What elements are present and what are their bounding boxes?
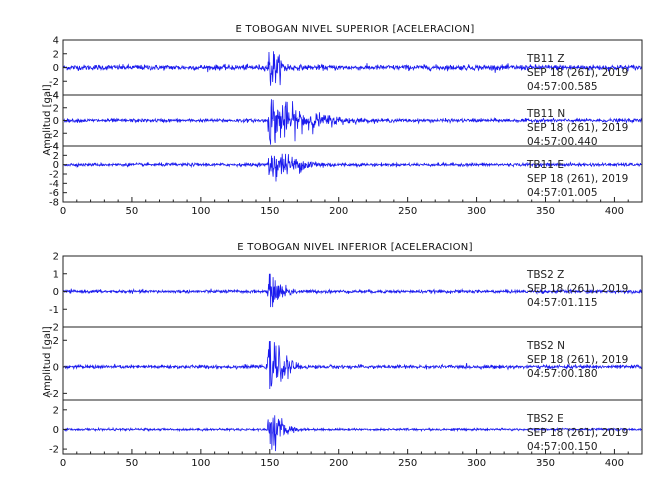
station-label: TB11 Z (526, 53, 565, 65)
date-label: SEP 18 (261), 2019 (527, 122, 628, 134)
station-label: TBS2 Z (526, 269, 564, 281)
y-axis-label-lower: Amplitud [gal] (42, 326, 53, 397)
y-tick-label: 2 (53, 103, 59, 114)
x-tick-label: 250 (398, 458, 417, 469)
x-tick-label: 200 (329, 206, 348, 217)
x-tick-label: 300 (467, 458, 486, 469)
y-tick-label: -4 (49, 142, 59, 153)
x-tick-label: 150 (260, 458, 279, 469)
x-tick-label: 400 (605, 206, 624, 217)
station-label: TB11 N (526, 108, 565, 120)
time-label: 04:57:00.440 (527, 136, 598, 148)
x-tick-label: 0 (60, 458, 66, 469)
y-tick-label: -2 (49, 170, 59, 181)
x-tick-label: 0 (60, 206, 66, 217)
y-tick-label: 2 (53, 49, 59, 60)
y-tick-label: 1 (53, 269, 59, 280)
y-tick-label: 0 (53, 160, 59, 171)
y-tick-label: 2 (53, 336, 59, 347)
y-tick-label: 0 (53, 362, 59, 373)
time-label: 04:57:00.585 (527, 81, 598, 93)
x-tick-label: 100 (191, 206, 210, 217)
y-tick-label: 0 (53, 63, 59, 74)
y-tick-label: -6 (49, 188, 59, 199)
station-label: TBS2 N (526, 340, 565, 352)
y-tick-label: -2 (49, 389, 59, 400)
y-tick-label: -2 (49, 129, 59, 140)
date-label: SEP 18 (261), 2019 (527, 283, 628, 295)
y-tick-label: -2 (49, 77, 59, 88)
chart-title-lower: E TOBOGAN NIVEL INFERIOR [ACELERACION] (237, 242, 473, 253)
time-label: 04:57:01.005 (527, 187, 598, 199)
series-trace-tb11-n (62, 99, 643, 145)
station-label: TB11 E (526, 159, 564, 171)
x-axis-upper: 0 50 100 150 200 250 300 350 400 (60, 197, 643, 217)
x-tick-label: 100 (191, 458, 210, 469)
y-tick-label: 0 (53, 116, 59, 127)
y-tick-label: -4 (49, 179, 59, 190)
panels-lower: 2 1 0 -1 -2 TBS2 Z SEP 18 (261), 2019 04:57:01.… (49, 252, 643, 456)
x-axis-lower: 0 50 100 150 200 250 300 350 400 (60, 449, 643, 469)
x-tick-label: 150 (260, 206, 279, 217)
series-trace-tbs2-n (62, 341, 643, 390)
x-tick-label: 50 (126, 458, 139, 469)
y-tick-label: -1 (49, 305, 59, 316)
series-trace-tb11-z (62, 51, 643, 86)
y-tick-label: 4 (53, 142, 59, 153)
time-label: 04:57:00.150 (527, 441, 598, 453)
x-tick-label: 250 (398, 206, 417, 217)
x-tick-label: 300 (467, 206, 486, 217)
x-tick-label: 350 (536, 458, 555, 469)
chart-title-upper: E TOBOGAN NIVEL SUPERIOR [ACELERACION] (235, 24, 474, 35)
chart-group-lower: E TOBOGAN NIVEL INFERIOR [ACELERACION] A… (42, 242, 643, 469)
panel-tbs2-z: 2 1 0 -1 -2 TBS2 Z SEP 18 (261), 2019 04:57:01.… (49, 252, 643, 334)
x-tick-label: 400 (605, 458, 624, 469)
x-tick-label: 350 (536, 206, 555, 217)
y-tick-label: -2 (49, 445, 59, 456)
series-trace-tbs2-e (62, 415, 643, 452)
date-label: SEP 18 (261), 2019 (527, 354, 628, 366)
y-tick-label: 2 (53, 405, 59, 416)
time-label: 04:57:00.180 (527, 368, 598, 380)
date-label: SEP 18 (261), 2019 (527, 173, 628, 185)
y-axis-label-upper: Amplitud [gal] (42, 84, 53, 155)
date-label: SEP 18 (261), 2019 (527, 67, 628, 79)
y-tick-label: 0 (53, 287, 59, 298)
panel-tbs2-n: 2 0 -2 TBS2 N SEP 18 (261), 2019 04:57:00.180 (49, 326, 643, 401)
y-tick-label: -8 (49, 198, 59, 209)
y-tick-label: -4 (49, 91, 59, 102)
y-tick-label: 0 (53, 425, 59, 436)
y-tick-label: 2 (53, 151, 59, 162)
time-label: 04:57:01.115 (527, 297, 598, 309)
date-label: SEP 18 (261), 2019 (527, 427, 628, 439)
panel-tbs2-e: 2 0 -2 TBS2 E SEP 18 (261), 2019 04:57:00.150 (49, 399, 643, 456)
y-tick-label: 4 (53, 91, 59, 102)
chart-group-upper: E TOBOGAN NIVEL SUPERIOR [ACELERACION] A… (42, 24, 643, 217)
y-tick-label: -2 (49, 323, 59, 334)
series-trace-tb11-e (62, 153, 643, 182)
series-trace-tbs2-z (62, 273, 643, 308)
x-tick-label: 50 (126, 206, 139, 217)
panel-tb11-z: 4 2 0 -2 -4 TB11 Z SEP 18 (261), 2019 04:57:00.… (49, 36, 643, 102)
y-tick-label: 2 (53, 252, 59, 263)
x-tick-label: 200 (329, 458, 348, 469)
y-tick-label: 4 (53, 36, 59, 47)
station-label: TBS2 E (526, 413, 564, 425)
